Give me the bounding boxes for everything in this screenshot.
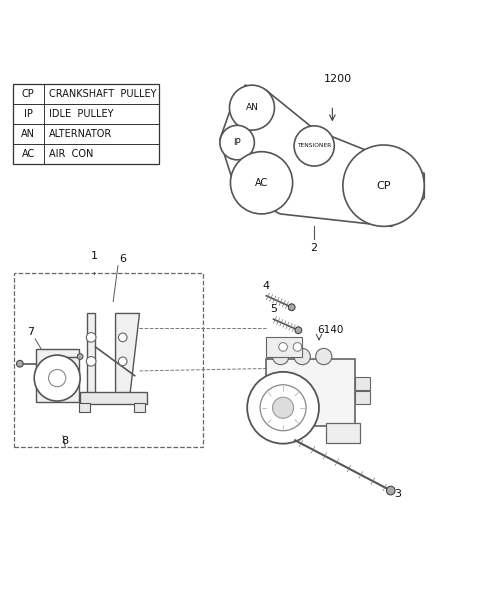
Text: ALTERNATOR: ALTERNATOR bbox=[48, 129, 112, 139]
Text: 6: 6 bbox=[119, 254, 126, 264]
Circle shape bbox=[86, 333, 96, 342]
Text: AC: AC bbox=[22, 149, 35, 159]
Circle shape bbox=[119, 333, 127, 342]
FancyBboxPatch shape bbox=[87, 314, 96, 395]
Text: IDLE  PULLEY: IDLE PULLEY bbox=[48, 109, 113, 119]
Text: 7: 7 bbox=[27, 327, 34, 338]
FancyBboxPatch shape bbox=[266, 338, 302, 356]
Text: 5: 5 bbox=[270, 305, 277, 314]
Text: 6140: 6140 bbox=[318, 325, 344, 335]
Text: 1: 1 bbox=[91, 251, 97, 261]
FancyBboxPatch shape bbox=[80, 393, 147, 405]
FancyBboxPatch shape bbox=[355, 377, 370, 390]
Text: 2: 2 bbox=[311, 243, 318, 253]
Text: AIR  CON: AIR CON bbox=[48, 149, 93, 159]
Circle shape bbox=[316, 349, 332, 365]
FancyBboxPatch shape bbox=[12, 84, 158, 164]
Text: 4: 4 bbox=[263, 281, 270, 291]
Text: TENSIONER: TENSIONER bbox=[297, 144, 331, 148]
Circle shape bbox=[386, 486, 395, 495]
Text: 3: 3 bbox=[394, 489, 401, 499]
Circle shape bbox=[48, 370, 66, 387]
Circle shape bbox=[86, 356, 96, 366]
FancyBboxPatch shape bbox=[14, 273, 203, 447]
Circle shape bbox=[77, 354, 83, 359]
Circle shape bbox=[343, 145, 424, 226]
Circle shape bbox=[294, 126, 334, 166]
Circle shape bbox=[279, 343, 288, 352]
Circle shape bbox=[119, 357, 127, 365]
Text: 8: 8 bbox=[62, 436, 69, 446]
Circle shape bbox=[294, 349, 311, 365]
FancyBboxPatch shape bbox=[134, 403, 145, 412]
Text: 1200: 1200 bbox=[324, 74, 352, 84]
Text: AN: AN bbox=[21, 129, 35, 139]
FancyBboxPatch shape bbox=[266, 359, 355, 426]
Circle shape bbox=[273, 349, 289, 365]
Circle shape bbox=[288, 304, 295, 311]
Text: AN: AN bbox=[246, 103, 258, 112]
Circle shape bbox=[229, 85, 275, 130]
Circle shape bbox=[247, 372, 319, 444]
Text: CP: CP bbox=[376, 181, 391, 191]
Text: IP: IP bbox=[233, 138, 241, 147]
Circle shape bbox=[230, 152, 293, 214]
FancyBboxPatch shape bbox=[79, 403, 90, 412]
Circle shape bbox=[220, 125, 254, 160]
Circle shape bbox=[293, 343, 302, 352]
Text: AC: AC bbox=[255, 178, 268, 188]
Text: IP: IP bbox=[24, 109, 33, 119]
Text: CRANKSHAFT  PULLEY: CRANKSHAFT PULLEY bbox=[48, 89, 156, 99]
Circle shape bbox=[260, 385, 306, 431]
Polygon shape bbox=[116, 314, 140, 395]
FancyBboxPatch shape bbox=[355, 391, 370, 405]
FancyBboxPatch shape bbox=[36, 349, 79, 402]
Circle shape bbox=[34, 355, 80, 401]
Circle shape bbox=[295, 327, 302, 333]
FancyBboxPatch shape bbox=[326, 423, 360, 443]
Circle shape bbox=[273, 397, 294, 418]
Circle shape bbox=[16, 361, 23, 367]
Text: CP: CP bbox=[22, 89, 35, 99]
